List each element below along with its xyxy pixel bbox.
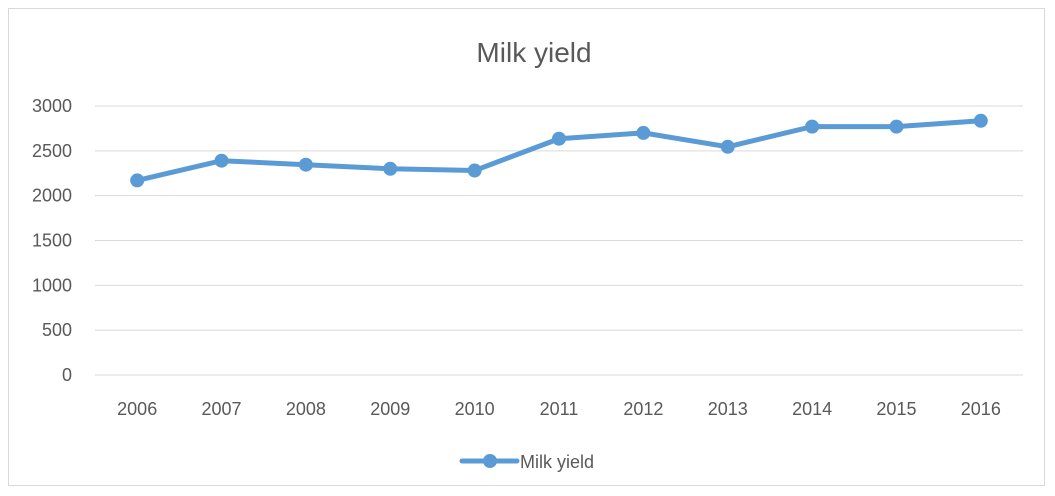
x-tick-label: 2006 xyxy=(117,399,157,419)
data-point[interactable] xyxy=(805,119,820,134)
data-point[interactable] xyxy=(383,161,398,176)
data-point[interactable] xyxy=(889,119,904,134)
data-point[interactable] xyxy=(130,173,145,188)
y-tick-label: 2000 xyxy=(32,186,72,206)
series-layer xyxy=(130,113,988,188)
data-point[interactable] xyxy=(298,157,313,172)
x-tick-label: 2008 xyxy=(286,399,326,419)
x-axis-ticks: 2006 2007 2008 2009 2010 2011 2012 2013 2014 2015… xyxy=(117,399,1001,419)
x-tick-label: 2011 xyxy=(540,399,579,419)
x-tick-label: 2016 xyxy=(961,399,1001,419)
data-point[interactable] xyxy=(636,125,651,140)
legend-label: Milk yield xyxy=(520,452,594,472)
x-tick-label: 2015 xyxy=(876,399,916,419)
x-tick-label: 2009 xyxy=(370,399,410,419)
x-tick-label: 2013 xyxy=(708,399,748,419)
data-point[interactable] xyxy=(720,139,735,154)
data-point[interactable] xyxy=(467,163,482,178)
y-axis-ticks: 0 500 1000 1500 2000 2500 3000 xyxy=(32,96,72,385)
y-tick-label: 0 xyxy=(62,365,72,385)
y-tick-label: 3000 xyxy=(32,96,72,116)
chart-frame xyxy=(8,8,1045,486)
legend-marker-swatch xyxy=(483,454,497,468)
legend[interactable]: Milk yield xyxy=(459,452,594,472)
chart-title: Milk yield xyxy=(476,37,591,68)
data-point[interactable] xyxy=(214,153,229,168)
x-tick-label: 2010 xyxy=(455,399,495,419)
y-tick-label: 2500 xyxy=(32,141,72,161)
x-tick-label: 2007 xyxy=(202,399,242,419)
y-tick-label: 500 xyxy=(42,320,72,340)
gridlines xyxy=(95,105,1023,376)
x-tick-label: 2014 xyxy=(792,399,832,419)
y-tick-label: 1500 xyxy=(32,231,72,251)
y-tick-label: 1000 xyxy=(32,275,72,295)
x-tick-label: 2012 xyxy=(623,399,663,419)
data-point[interactable] xyxy=(552,131,566,146)
data-point[interactable] xyxy=(973,113,988,128)
